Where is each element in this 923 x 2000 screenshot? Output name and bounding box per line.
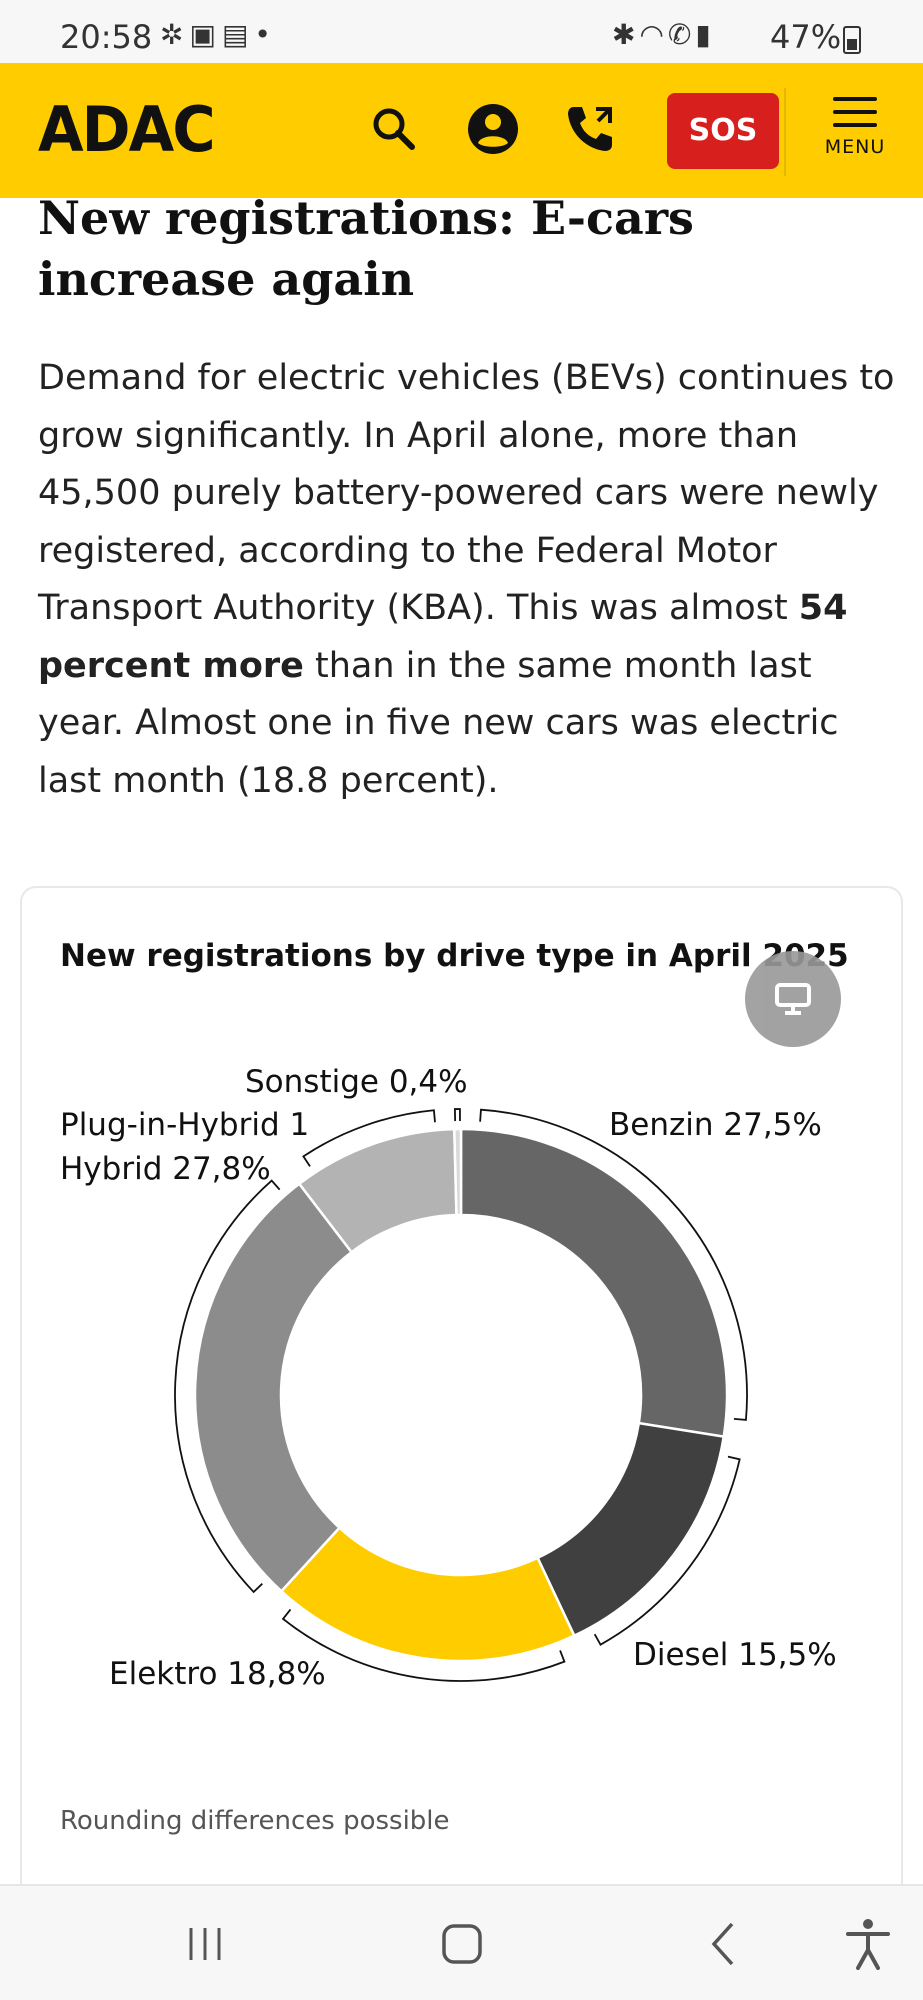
slice-hybrid xyxy=(193,1182,354,1593)
monitor-icon xyxy=(775,983,811,1015)
label-plug-in-hybrid: Plug-in-Hybrid 1 xyxy=(60,1107,309,1143)
label-diesel: Diesel 15,5% xyxy=(633,1637,837,1673)
status-time: 20:58 xyxy=(60,18,153,56)
floating-action-button[interactable] xyxy=(745,951,841,1047)
wifi-icon: ◠ xyxy=(639,18,668,51)
chart-title: New registrations by drive type in April… xyxy=(60,938,849,974)
account-icon[interactable] xyxy=(465,101,521,157)
status-bar: 20:58 ✲▣▤• ✱◠✆▮ 47% xyxy=(0,0,923,63)
adac-logo[interactable]: ADAC xyxy=(38,93,216,166)
search-icon[interactable] xyxy=(366,101,422,157)
menu-button[interactable]: MENU xyxy=(820,91,890,181)
fan-icon: ✲ xyxy=(160,18,190,51)
sos-button[interactable]: SOS xyxy=(667,93,779,169)
article-paragraph: Demand for electric vehicles (BEVs) cont… xyxy=(38,350,898,810)
site-header: ADAC SOS MENU xyxy=(0,63,923,198)
chart-slices xyxy=(193,1127,729,1663)
leader-elektro xyxy=(281,1608,566,1682)
donut-chart: Benzin 27,5% Diesel 15,5% Elektro 18,8% … xyxy=(60,1064,837,1692)
dot-icon: • xyxy=(254,18,277,51)
recent-apps-icon[interactable] xyxy=(175,1914,235,1974)
label-sonstige: Sonstige 0,4% xyxy=(245,1064,468,1100)
slice-elektro xyxy=(279,1525,576,1663)
label-hybrid: Hybrid 27,8% xyxy=(60,1151,271,1187)
slice-benzin xyxy=(459,1127,729,1439)
image-icon: ▣ xyxy=(189,18,222,51)
signal-icon: ▮ xyxy=(695,18,715,51)
paragraph-text-1: Demand for electric vehicles (BEVs) cont… xyxy=(38,358,895,628)
header-divider xyxy=(784,88,786,176)
notification-icons: ✲▣▤• xyxy=(160,18,277,51)
menu-label: MENU xyxy=(824,136,886,158)
paragraph-bold: 54 percent more xyxy=(38,588,848,686)
bluetooth-icon: ✱ xyxy=(612,18,640,51)
back-icon[interactable] xyxy=(694,1914,754,1974)
chart-card xyxy=(20,886,903,1886)
call-icon: ✆ xyxy=(667,18,696,51)
leader-hybrid xyxy=(174,1179,281,1594)
paragraph-text-2: than in the same month last year. Almost… xyxy=(38,645,839,801)
slice-diesel xyxy=(535,1421,726,1638)
battery-level: 47% xyxy=(770,18,842,56)
leader-diesel xyxy=(593,1455,741,1646)
leader-plug-in-hybrid xyxy=(302,1109,436,1167)
hamburger-icon xyxy=(820,91,890,127)
label-benzin: Benzin 27,5% xyxy=(609,1107,822,1143)
chart-leaders xyxy=(174,1108,748,1682)
battery-icon xyxy=(843,26,861,54)
accessibility-icon[interactable] xyxy=(838,1914,898,1974)
calendar-icon: ▤ xyxy=(221,18,255,51)
system-icons: ✱◠✆▮ xyxy=(612,18,715,51)
home-icon[interactable] xyxy=(432,1914,492,1974)
chart-footnote: Rounding differences possible xyxy=(60,1806,450,1836)
android-nav-bar xyxy=(0,1884,923,2000)
phone-icon[interactable] xyxy=(562,101,618,157)
slice-sonstige xyxy=(453,1127,463,1217)
label-elektro: Elektro 18,8% xyxy=(109,1656,326,1692)
leader-benzin xyxy=(479,1108,748,1421)
leader-sonstige xyxy=(453,1108,461,1122)
article-title: New registrations: E-cars increase again xyxy=(38,191,694,306)
